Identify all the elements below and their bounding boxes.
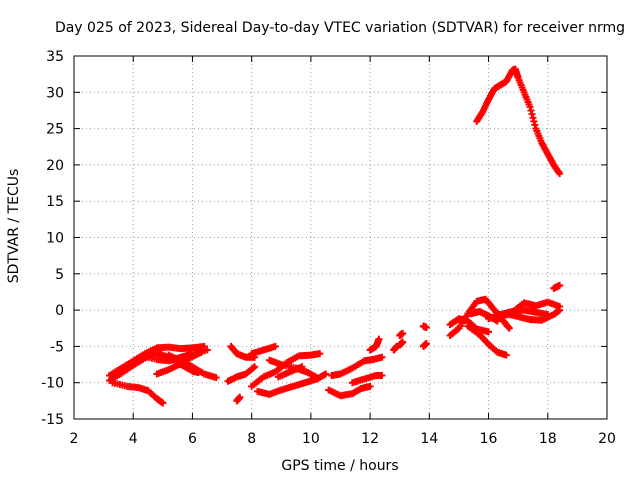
y-tick-label: -10 <box>41 376 64 392</box>
data-point <box>399 329 407 337</box>
data-point <box>212 374 220 382</box>
series-arc-v <box>419 322 430 332</box>
data-point <box>399 338 407 346</box>
x-tick-label: 2 <box>70 431 79 447</box>
series-arc-x <box>446 295 513 340</box>
series-arc-t <box>396 329 407 340</box>
y-tick-label: 15 <box>46 194 64 210</box>
y-tick-label: 10 <box>46 231 64 247</box>
data-point <box>197 348 205 356</box>
data-point <box>505 324 513 332</box>
series-arc-j <box>248 342 279 358</box>
series-arc-o <box>325 382 374 400</box>
x-axis-label: GPS time / hours <box>281 458 398 474</box>
data-point <box>378 353 386 361</box>
series-arc-r <box>366 335 383 354</box>
series-arc-f <box>165 351 220 382</box>
data-point <box>556 306 564 314</box>
data-point <box>556 170 564 178</box>
x-tick-label: 8 <box>247 431 256 447</box>
data-point <box>502 351 510 359</box>
series-arc-h <box>224 363 259 385</box>
data-point <box>159 399 167 407</box>
axis-ticks <box>73 55 608 420</box>
x-tick-label: 16 <box>480 431 498 447</box>
y-tick-label: 30 <box>46 85 64 101</box>
x-tick-label: 10 <box>302 431 320 447</box>
y-tick-label: 0 <box>55 303 64 319</box>
data-point <box>271 342 279 350</box>
data-point <box>544 310 552 318</box>
tick-labels: 2 4 6 8 10 12 14 16 18 20 -15 -10 -5 0 5 10 15 20 25 30 35 <box>41 49 616 447</box>
data-points <box>106 65 564 407</box>
data-point <box>485 328 493 336</box>
data-point <box>322 370 330 378</box>
data-point <box>375 335 383 343</box>
y-axis-label: SDTVAR / TECUs <box>6 169 22 284</box>
series-arc-u <box>396 338 407 349</box>
series-arc-n <box>274 363 306 381</box>
series-arc-af <box>473 65 564 178</box>
chart-title: Day 025 of 2023, Sidereal Day-to-day VTE… <box>55 20 625 36</box>
data-point <box>556 281 564 289</box>
grid-lines <box>74 56 607 419</box>
data-point <box>378 371 386 379</box>
data-point <box>236 393 244 401</box>
series-arc-s <box>390 342 401 354</box>
series-arc-l <box>254 370 330 398</box>
y-tick-label: 20 <box>46 158 64 174</box>
data-point <box>313 374 321 382</box>
x-tick-label: 14 <box>420 431 438 447</box>
y-tick-label: 35 <box>46 49 64 65</box>
data-point <box>203 346 211 354</box>
series-arc-z <box>464 322 510 359</box>
series-arc-p <box>328 353 386 379</box>
x-tick-label: 4 <box>129 431 138 447</box>
data-point <box>298 363 306 371</box>
series-arc-i <box>233 393 244 405</box>
series-arc-k <box>248 350 324 390</box>
y-tick-label: -5 <box>50 339 64 355</box>
data-point <box>422 324 430 332</box>
series-arc-ad <box>485 306 552 323</box>
series-arc-g <box>227 342 259 361</box>
plot-frame <box>73 55 608 420</box>
y-tick-label: -15 <box>41 412 64 428</box>
y-tick-label: 25 <box>46 122 64 138</box>
series-arc-q <box>348 371 386 387</box>
series-arc-w <box>419 339 430 350</box>
x-tick-label: 18 <box>539 431 557 447</box>
data-point <box>366 382 374 390</box>
x-tick-label: 6 <box>188 431 197 447</box>
data-point <box>316 350 324 358</box>
y-tick-label: 5 <box>55 267 64 283</box>
series-arc-c <box>108 379 167 407</box>
x-tick-label: 12 <box>361 431 379 447</box>
series-arc-ae <box>550 281 564 292</box>
data-point <box>422 339 430 347</box>
data-point <box>251 363 259 371</box>
x-tick-label: 20 <box>598 431 616 447</box>
